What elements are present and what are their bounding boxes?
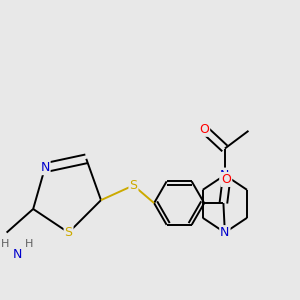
Text: N: N <box>12 248 22 261</box>
Text: O: O <box>199 123 209 136</box>
Text: N: N <box>220 226 230 239</box>
Text: H: H <box>1 239 9 249</box>
Text: H: H <box>25 239 33 249</box>
Text: N: N <box>220 169 230 182</box>
Text: S: S <box>64 226 73 239</box>
Text: N: N <box>40 161 50 174</box>
Text: S: S <box>129 179 137 192</box>
Text: O: O <box>221 173 231 186</box>
